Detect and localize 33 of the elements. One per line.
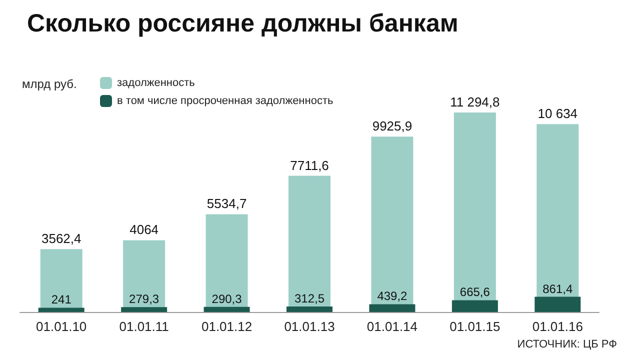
x-tick-label: 01.01.16	[532, 319, 583, 334]
data-label: 241	[51, 292, 72, 307]
x-tick-label: 01.01.14	[366, 319, 418, 334]
data-label: 279,3	[129, 292, 160, 306]
data-label: 10 634	[538, 106, 578, 122]
y-axis-title: млрд руб.	[22, 77, 77, 91]
chart-title: Сколько россияне должны банкам	[27, 10, 458, 38]
bar	[204, 306, 250, 312]
x-tick-label: 01.01.11	[119, 319, 169, 334]
data-label: 5534,7	[206, 196, 247, 212]
x-tick-label: 01.01.10	[36, 319, 87, 334]
bar	[286, 306, 332, 312]
legend-label: задолженность	[117, 77, 196, 89]
bar	[369, 304, 416, 312]
x-tick-label: 01.01.12	[201, 319, 252, 334]
data-label: 11 294,8	[450, 94, 500, 110]
bar	[452, 300, 498, 312]
bar	[121, 307, 168, 312]
bar	[534, 296, 581, 312]
data-label: 4064	[130, 222, 159, 238]
data-label: 439,2	[377, 289, 408, 304]
data-label: 7711,6	[290, 158, 329, 173]
x-tick-label: 01.01.13	[284, 319, 335, 334]
data-label: 665,6	[460, 285, 490, 300]
data-label: 9925,9	[372, 118, 412, 134]
x-tick-label: 01.01.15	[450, 319, 500, 334]
data-label: 861,4	[542, 282, 573, 296]
legend-label: в том числе просроченная задолженность	[117, 95, 334, 107]
data-label: 3562,4	[41, 231, 82, 246]
bar	[38, 308, 84, 312]
text: ИСТОЧНИК: ЦБ РФ	[517, 338, 618, 350]
data-label: 290,3	[212, 292, 242, 306]
data-label: 312,5	[294, 291, 325, 306]
